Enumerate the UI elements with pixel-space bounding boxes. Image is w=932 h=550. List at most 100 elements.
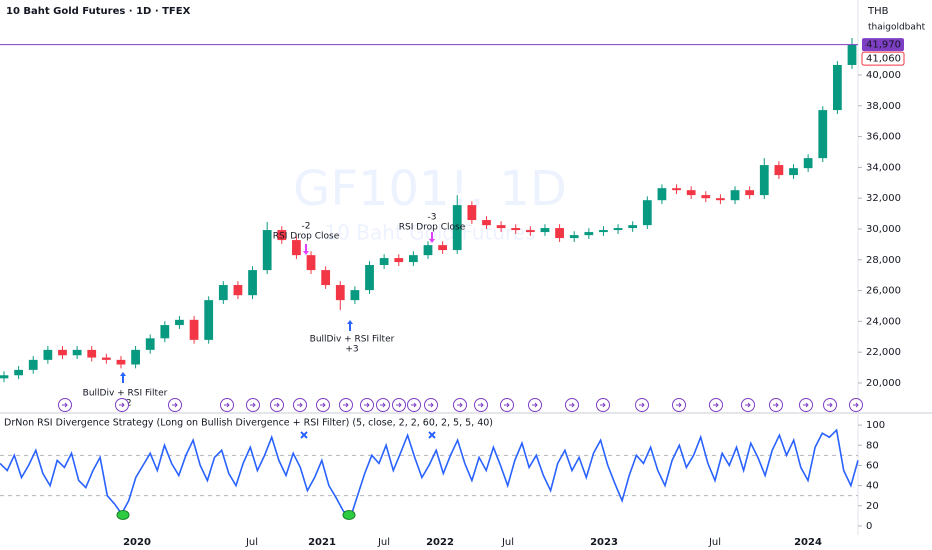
candle-body (116, 359, 126, 365)
event-icon-glyph (380, 402, 386, 408)
event-icon-glyph (745, 402, 751, 408)
candle-body (613, 228, 623, 231)
y-tick-label: 20,000 (866, 378, 901, 389)
candle-body (452, 205, 462, 251)
candle-body (657, 188, 667, 201)
exit-signal (300, 431, 308, 439)
y-tick-label: 80 (866, 440, 879, 451)
candle-body (672, 188, 681, 191)
candle-body (408, 255, 418, 263)
event-icon-glyph (274, 402, 280, 408)
event-icon-glyph (478, 402, 484, 408)
price-label: 41,970 (866, 40, 901, 51)
candle-body (204, 300, 214, 340)
trade-arrow (429, 232, 435, 243)
y-tick-label: 26,000 (866, 286, 901, 297)
candle-body (145, 338, 155, 350)
candle-body (292, 240, 301, 256)
watermark: GF101!, 1D (293, 161, 567, 217)
trade-label: RSI Drop Close (399, 223, 466, 233)
price-label-box (861, 51, 905, 66)
event-icon-glyph (250, 402, 256, 408)
x-tick-label: 2020 (123, 537, 151, 548)
event-icon-glyph (569, 402, 575, 408)
candle-body (218, 285, 228, 301)
trade-arrow (120, 372, 126, 383)
candle-body (350, 290, 360, 301)
candle-body (262, 230, 272, 271)
price-label-box (862, 38, 904, 52)
candle-body (277, 230, 287, 241)
candle-body (58, 349, 67, 356)
candle-body (379, 258, 389, 266)
x-tick-label: 2024 (794, 537, 822, 548)
y-tick-label: 22,000 (866, 347, 901, 358)
y-tick-label: 28,000 (866, 255, 901, 266)
candle-body (628, 225, 638, 229)
event-icon-glyph (396, 402, 402, 408)
candle-body (818, 110, 828, 159)
indicator-title: DrNon RSI Divergence Strategy (Long on B… (4, 418, 493, 429)
event-icon-glyph (676, 402, 682, 408)
trade-qty: +3 (345, 345, 358, 355)
y-tick-label: 40,000 (866, 70, 901, 81)
y-tick-label: 24,000 (866, 316, 901, 327)
candle-body (496, 225, 506, 229)
y-tick-label: 38,000 (866, 101, 901, 112)
candle-body (759, 165, 769, 196)
candle-body (87, 349, 97, 358)
x-tick-label: Jul (501, 537, 514, 548)
candle-body (365, 265, 374, 291)
y-tick-label: 40 (866, 481, 879, 492)
candle-body (540, 228, 550, 233)
x-tick-label: 2023 (590, 537, 618, 548)
x-tick-label: Jul (708, 537, 721, 548)
candle-body (599, 230, 608, 233)
author: thaigoldbaht (868, 23, 926, 33)
x-tick-label: Jul (377, 537, 390, 548)
candle-body (745, 190, 755, 196)
event-icon-glyph (713, 402, 719, 408)
event-icon-glyph (773, 402, 779, 408)
trade-arrow (303, 244, 309, 255)
candle-body (467, 205, 477, 221)
event-icon-glyph (320, 402, 326, 408)
candle-body (803, 158, 813, 169)
y-tick-label: 34,000 (866, 162, 901, 173)
long-signal (116, 510, 130, 520)
candle-body (28, 359, 38, 370)
chart-title: 10 Baht Gold Futures · 1D · TFEX (6, 6, 191, 17)
event-icon-glyph (343, 402, 349, 408)
event-icon-glyph (364, 402, 370, 408)
trade-qty: -2 (302, 222, 311, 232)
trade-qty: -3 (428, 213, 437, 223)
y-tick-label: 0 (866, 521, 872, 532)
candle-body (131, 349, 140, 365)
event-icon-glyph (411, 402, 417, 408)
candle-body (101, 357, 111, 360)
candle-body (832, 64, 842, 111)
event-icon-glyph (600, 402, 606, 408)
candle-body (72, 349, 82, 356)
candle-body (175, 319, 184, 326)
event-icon-glyph (297, 402, 303, 408)
candle-body (43, 349, 53, 360)
candle-body (555, 228, 564, 239)
event-icon-glyph (504, 402, 510, 408)
candle-body (701, 195, 711, 199)
candle-body (335, 285, 345, 301)
candle-body (189, 319, 199, 340)
candle-body (233, 285, 243, 296)
candle-body (306, 255, 316, 271)
exit-signal (428, 431, 436, 439)
trade-label: BullDiv + RSI Filter (83, 389, 168, 399)
y-tick-label: 36,000 (866, 132, 901, 143)
watermark-subtitle: 10 Baht Gold Futures (324, 221, 535, 245)
candle-body (438, 245, 448, 251)
candle-body (0, 375, 9, 379)
candle-body (248, 270, 257, 296)
rsi-line (0, 428, 859, 520)
event-icon-glyph (639, 402, 645, 408)
candle-body (160, 325, 170, 339)
